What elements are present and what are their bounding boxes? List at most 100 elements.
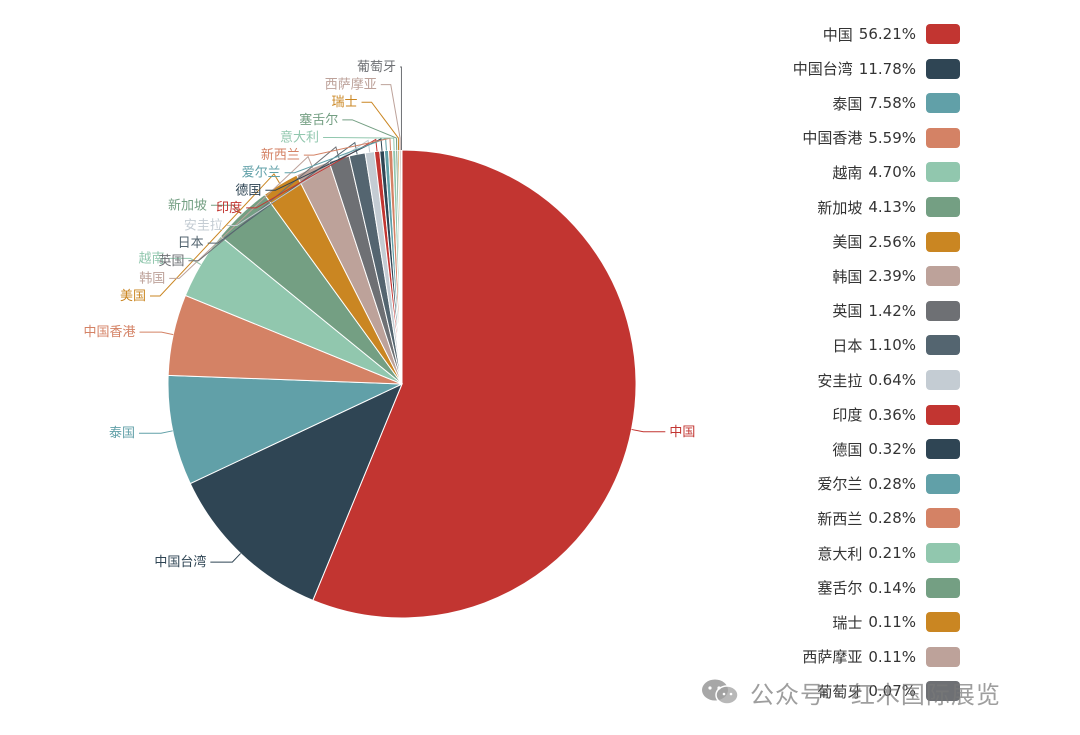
legend-item-4[interactable]: 中国香港 5.59% [802,124,960,152]
legend-percentage: 2.56% [868,232,916,251]
legend-swatch [926,681,960,702]
legend-label: 日本 [832,336,863,355]
legend-swatch [926,231,960,252]
legend-percentage: 0.07% [868,682,916,701]
slice-label-7: 美国 [120,289,146,304]
legend-item-13[interactable]: 德国 0.32% [832,435,960,463]
slice-label-17: 塞舌尔 [299,112,338,128]
legend-label: 中国香港 [802,129,863,148]
legend-item-8[interactable]: 韩国 2.39% [832,262,960,290]
legend-percentage: 0.11% [868,647,916,666]
legend-item-17[interactable]: 塞舌尔 0.14% [817,574,960,602]
legend-swatch [926,543,960,563]
legend-swatch [926,404,960,425]
legend-swatch [926,508,960,529]
slice-label-8: 韩国 [139,271,165,286]
slice-label-1: 中国 [669,425,695,440]
label-line-7 [150,173,281,297]
legend-item-3[interactable]: 泰国 7.58% [832,89,960,117]
label-line-17 [342,119,398,151]
pie-slice-1[interactable] [312,149,637,619]
label-line-11 [226,139,371,227]
label-line-5 [168,257,202,265]
slice-label-3: 泰国 [109,426,135,441]
legend-percentage: 0.36% [868,405,916,424]
legend-item-2[interactable]: 中国台湾 11.78% [793,55,960,83]
legend-item-7[interactable]: 美国 2.56% [832,228,960,256]
legend-item-1[interactable]: 中国 56.21% [823,20,960,48]
legend-swatch [926,577,960,598]
legend-label: 安圭拉 [817,371,863,390]
legend-swatch [926,24,960,44]
legend-item-11[interactable]: 安圭拉 0.64% [817,366,960,394]
legend-swatch [926,473,960,494]
legend-item-18[interactable]: 瑞士 0.11% [832,608,960,636]
legend-percentage: 2.39% [868,267,916,286]
legend-percentage: 4.70% [868,163,916,182]
legend-swatch [926,646,960,667]
legend-label: 印度 [832,406,863,425]
label-line-15 [303,137,392,156]
slice-label-6: 新加坡 [168,197,207,213]
legend-label: 中国 [822,25,853,44]
legend-swatch [926,335,960,356]
legend-label: 越南 [832,163,863,182]
slice-label-9: 英国 [158,254,184,269]
slice-label-15: 新西兰 [261,147,300,163]
label-line-12 [246,138,378,209]
legend-label: 意大利 [817,544,863,563]
legend-item-12[interactable]: 印度 0.36% [832,401,960,429]
legend-swatch [926,300,960,321]
legend-item-16[interactable]: 意大利 0.21% [817,539,960,567]
label-line-2 [210,553,241,563]
label-line-13 [265,138,383,191]
slice-label-16: 意大利 [280,129,319,145]
label-line-1 [631,428,666,433]
legend-item-15[interactable]: 新西兰 0.28% [817,504,960,532]
legend-label: 新西兰 [817,509,863,528]
watermark-text: 公众号 · 红木国际展览 [750,680,1001,709]
legend-label: 爱尔兰 [817,475,863,494]
legend-percentage: 11.78% [858,59,916,78]
legend-percentage: 0.28% [868,474,916,493]
legend-percentage: 5.59% [868,128,916,147]
legend-item-9[interactable]: 英国 1.42% [832,297,960,325]
legend-item-20[interactable]: 葡萄牙 0.07% [817,677,960,705]
wechat-icon [702,679,739,705]
pie-slice-3[interactable] [167,374,403,485]
legend-label: 新加坡 [817,198,863,217]
legend-percentage: 4.13% [868,198,916,216]
pie-slice-2[interactable] [189,382,403,602]
slice-label-20: 葡萄牙 [357,60,396,75]
legend-item-14[interactable]: 爱尔兰 0.28% [817,470,960,498]
legend-percentage: 0.21% [868,544,916,562]
legend-item-19[interactable]: 西萨摩亚 0.11% [802,643,960,671]
legend-item-6[interactable]: 新加坡 4.13% [817,193,960,221]
legend-percentage: 0.14% [868,578,916,597]
legend-percentage: 1.42% [868,301,916,320]
legend-percentage: 56.21% [858,25,916,43]
legend-swatch [926,127,960,148]
legend-percentage: 0.28% [868,509,916,528]
label-line-9 [188,146,340,262]
legend-label: 瑞士 [832,613,863,632]
slice-label-18: 瑞士 [332,95,358,110]
label-line-14 [284,137,387,174]
legend-swatch [926,612,960,633]
legend-percentage: 0.64% [868,371,916,389]
slice-label-2: 中国台湾 [154,554,206,570]
label-line-19 [380,84,401,151]
label-line-6 [210,204,242,215]
label-line-20 [400,66,402,151]
slice-label-5: 越南 [138,250,164,266]
slice-label-19: 西萨摩亚 [325,77,377,93]
legend-label: 塞舌尔 [817,579,863,598]
legend-swatch [926,93,960,114]
slice-label-4: 中国香港 [84,325,136,340]
legend-swatch [926,370,960,390]
legend-item-10[interactable]: 日本 1.10% [832,331,960,359]
legend-percentage: 7.58% [868,94,916,113]
legend-item-5[interactable]: 越南 4.70% [832,158,960,186]
label-line-18 [361,101,400,151]
